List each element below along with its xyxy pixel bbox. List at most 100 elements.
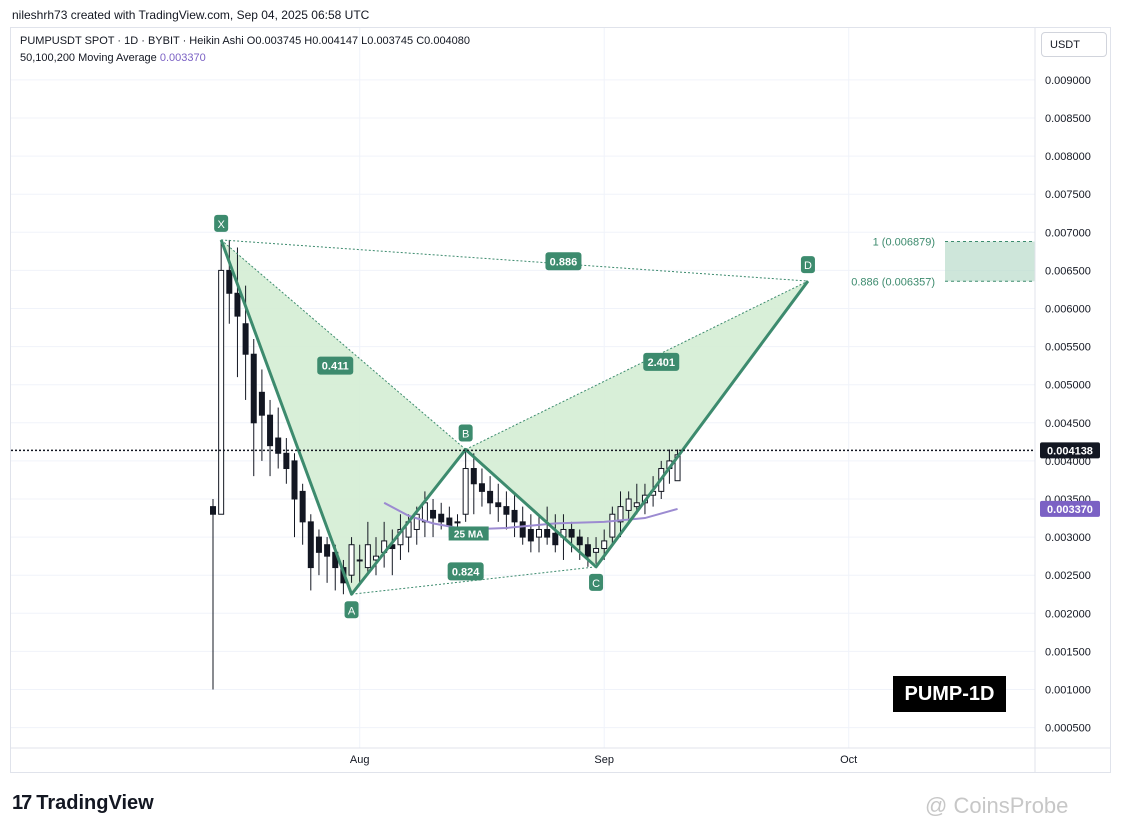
author-credit: nileshrh73 created with TradingView.com,…: [12, 8, 370, 22]
price-axis: 0.009000 0.008500 0.008000 0.007500 0.007000…: [11, 28, 1100, 772]
candle-body: [536, 528, 542, 538]
ratio-label: 0.411: [322, 361, 349, 373]
candle-body: [250, 353, 257, 424]
tradingview-logo-icon: 17: [12, 792, 32, 814]
ma-legend-value: 0.003370: [159, 52, 206, 64]
candle-body: [291, 460, 298, 500]
y-tick-label: 0.002500: [1045, 570, 1091, 582]
ratio-label-bg: [643, 352, 680, 371]
time-axis: Aug Sep Oct: [11, 747, 1110, 766]
candle-body: [601, 540, 608, 550]
candle-body: [454, 521, 461, 524]
candle-body: [242, 323, 249, 355]
point-label-bg: [800, 256, 815, 274]
point-label: D: [804, 260, 812, 272]
y-tick-label: 0.002000: [1045, 608, 1091, 620]
currency-button[interactable]: USDT: [1041, 32, 1107, 57]
candle-body: [226, 269, 233, 294]
tradingview-brand[interactable]: 17 TradingView: [12, 792, 154, 815]
grid: [11, 28, 1035, 748]
ratio-label: 0.824: [452, 566, 480, 578]
candle-body: [210, 506, 216, 515]
y-tick-label: 0.005000: [1045, 380, 1091, 392]
harmonic-pattern-lines: [219, 239, 810, 596]
y-tick-label: 0.007500: [1045, 189, 1091, 201]
y-tick-label: 0.001000: [1045, 685, 1091, 697]
candle-body: [364, 544, 371, 569]
bcd-triangle: [465, 281, 808, 567]
point-label: X: [217, 219, 225, 231]
symbol-legend: PUMPUSDT SPOT · 1D · BYBIT · Heikin Ashi…: [20, 35, 471, 47]
y-tick-label: 0.000500: [1045, 723, 1091, 735]
y-tick-label: 0.001500: [1045, 646, 1091, 658]
candle-body: [552, 532, 559, 546]
candle-body: [478, 483, 485, 492]
y-tick-label: 0.006500: [1045, 265, 1091, 277]
point-label-bg: [214, 214, 229, 232]
ma-annotation-box: [448, 526, 489, 541]
ma-annotation: 25 MA: [454, 529, 483, 540]
candle-body: [625, 498, 632, 511]
candle-body: [527, 528, 534, 542]
candle-body: [283, 452, 290, 470]
candle-body: [315, 536, 322, 553]
point-label-bg: [344, 601, 359, 619]
prz-box: [945, 241, 1035, 282]
candle-body: [258, 391, 265, 416]
ma-price-tag: [1040, 500, 1100, 517]
point-label: A: [348, 605, 356, 617]
ratio-line: [220, 239, 466, 450]
ratio-line: [465, 280, 809, 450]
pattern-labels: X A B C D 0.886 0.411 2.401 0.824: [214, 214, 815, 619]
ratio-label: 2.401: [647, 357, 675, 369]
y-tick-label: 0.005500: [1045, 342, 1091, 354]
x-tick-label: Sep: [594, 754, 614, 766]
point-label-bg: [589, 573, 604, 591]
candle-body: [413, 513, 420, 530]
y-tick-label: 0.003000: [1045, 532, 1091, 544]
candle-body: [299, 490, 306, 523]
ratio-label-bg: [545, 252, 582, 271]
y-tick-label: 0.004500: [1045, 418, 1091, 430]
candle-body: [544, 528, 551, 538]
candle-body: [462, 468, 469, 515]
candle-body: [511, 509, 518, 523]
candle-body: [470, 468, 477, 485]
y-tick-label: 0.007000: [1045, 227, 1091, 239]
point-label: B: [462, 428, 469, 440]
xab-triangle: [221, 239, 466, 595]
ma-legend: 50,100,200 Moving Average 0.003370: [20, 52, 206, 64]
point-label: C: [592, 578, 600, 590]
point-label-bg: [458, 424, 473, 442]
candle-body: [324, 544, 331, 557]
ratio-line: [221, 239, 808, 282]
y-tick-label: 0.009000: [1045, 75, 1091, 87]
current-price-label: 0.004138: [1047, 445, 1093, 457]
candle-body: [430, 509, 437, 519]
candle-body: [348, 544, 355, 576]
tradingview-name: TradingView: [36, 792, 154, 814]
candle-body: [234, 292, 241, 317]
coinsprobe-watermark: @ CoinsProbe: [925, 793, 1069, 818]
ma-legend-label: 50,100,200 Moving Average: [20, 52, 157, 64]
candle-body: [617, 506, 624, 523]
candle-body: [495, 502, 502, 508]
candle-body: [609, 513, 616, 538]
x-tick-label: Oct: [840, 754, 857, 766]
current-price-tag: [1040, 442, 1100, 459]
y-tick-label: 0.008500: [1045, 113, 1091, 125]
candle-body: [633, 502, 640, 508]
harmonic-pattern-fill: [221, 239, 808, 595]
ratio-line: [351, 566, 597, 595]
pair-timeframe-badge: PUMP-1D: [893, 676, 1006, 712]
ratio-label-bg: [447, 562, 484, 581]
candle-body: [576, 536, 583, 546]
candle-body: [487, 490, 494, 504]
x-tick-label: Aug: [350, 754, 370, 766]
prz-label-0886: 0.886 (0.006357): [851, 276, 935, 288]
candle-body: [503, 506, 510, 515]
candle-body: [356, 559, 363, 562]
candle-body: [307, 521, 314, 569]
candle-body: [568, 528, 575, 538]
